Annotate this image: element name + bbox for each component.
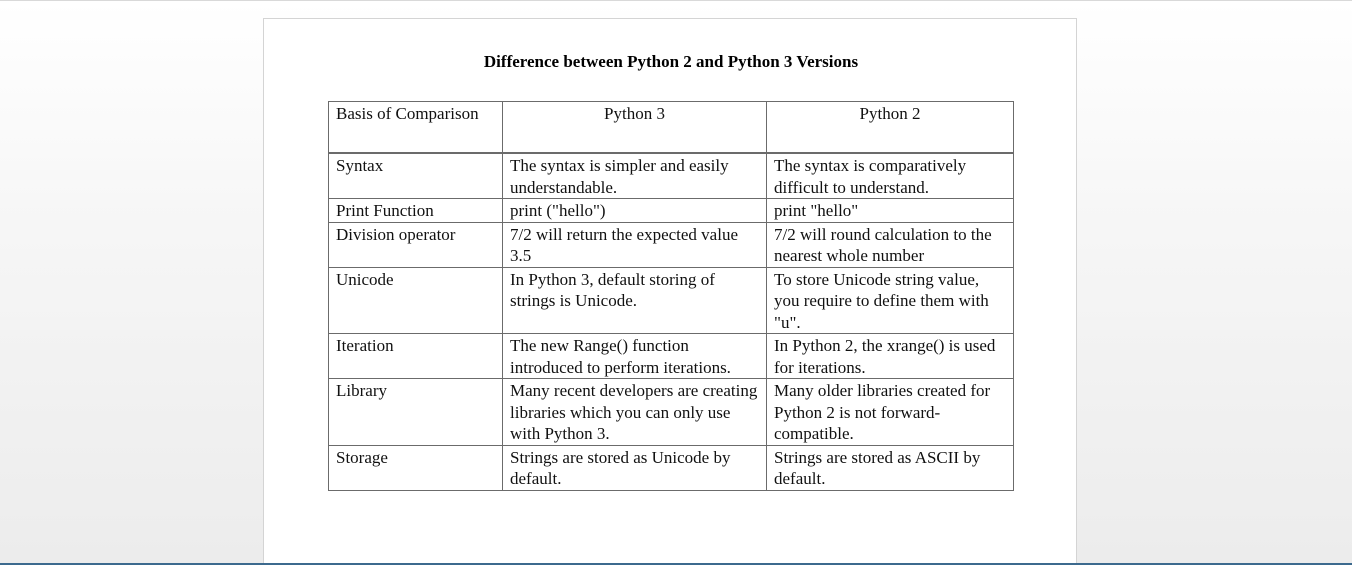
table-row: Library Many recent developers are creat… — [328, 378, 1014, 446]
table-row: Storage Strings are stored as Unicode by… — [328, 444, 1014, 491]
row-python2-cell: In Python 2, the xrange() is used for it… — [766, 333, 1014, 379]
header-basis: Basis of Comparison — [328, 101, 503, 154]
row-basis-cell: Print Function — [328, 198, 503, 223]
row-python2-cell: Strings are stored as ASCII by default. — [766, 444, 1014, 491]
row-python2-cell: print "hello" — [766, 198, 1014, 223]
row-basis-cell: Library — [328, 378, 503, 446]
row-python2-cell: The syntax is comparatively difficult to… — [766, 152, 1014, 199]
row-python3-cell: 7/2 will return the expected value 3.5 — [502, 221, 767, 268]
row-python3-cell: In Python 3, default storing of strings … — [502, 266, 767, 334]
row-python2-cell: Many older libraries created for Python … — [766, 378, 1014, 446]
table-row: Iteration The new Range() function intro… — [328, 333, 1014, 379]
row-python2-cell: To store Unicode string value, you requi… — [766, 266, 1014, 334]
row-python3-cell: The new Range() function introduced to p… — [502, 333, 767, 379]
window-bottom-border — [0, 563, 1352, 565]
row-python2-cell: 7/2 will round calculation to the neares… — [766, 221, 1014, 268]
table-row: Division operator 7/2 will return the ex… — [328, 221, 1014, 268]
row-python3-cell: Strings are stored as Unicode by default… — [502, 444, 767, 491]
row-basis-cell: Syntax — [328, 152, 503, 199]
row-basis-cell: Iteration — [328, 333, 503, 379]
row-basis-cell: Division operator — [328, 221, 503, 268]
header-python2: Python 2 — [766, 101, 1014, 154]
table-row: Print Function print ("hello") print "he… — [328, 198, 1014, 223]
row-python3-cell: print ("hello") — [502, 198, 767, 223]
comparison-table: Basis of Comparison Python 3 Python 2 Sy… — [328, 101, 1014, 491]
table-row: Unicode In Python 3, default storing of … — [328, 266, 1014, 334]
table-row: Syntax The syntax is simpler and easily … — [328, 152, 1014, 199]
document-page: Difference between Python 2 and Python 3… — [263, 18, 1077, 565]
window-top-border — [0, 0, 1352, 1]
table-header-row: Basis of Comparison Python 3 Python 2 — [328, 101, 1014, 154]
row-basis-cell: Unicode — [328, 266, 503, 334]
row-basis-cell: Storage — [328, 444, 503, 491]
header-python3: Python 3 — [502, 101, 767, 154]
document-title: Difference between Python 2 and Python 3… — [483, 52, 859, 71]
row-python3-cell: Many recent developers are creating libr… — [502, 378, 767, 446]
row-python3-cell: The syntax is simpler and easily underst… — [502, 152, 767, 199]
